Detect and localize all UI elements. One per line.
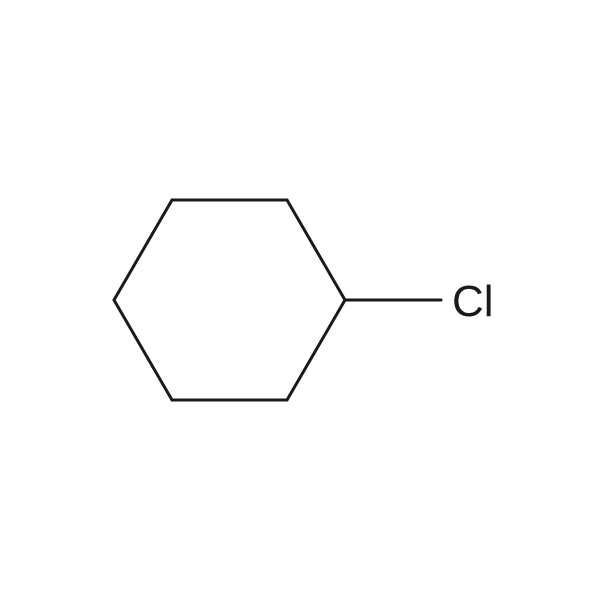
bond (287, 300, 345, 400)
bond (114, 300, 172, 400)
molecule-canvas: Cl (0, 0, 600, 600)
bond (114, 200, 172, 300)
bond (287, 200, 345, 300)
atom-label-cl: Cl (452, 277, 494, 326)
